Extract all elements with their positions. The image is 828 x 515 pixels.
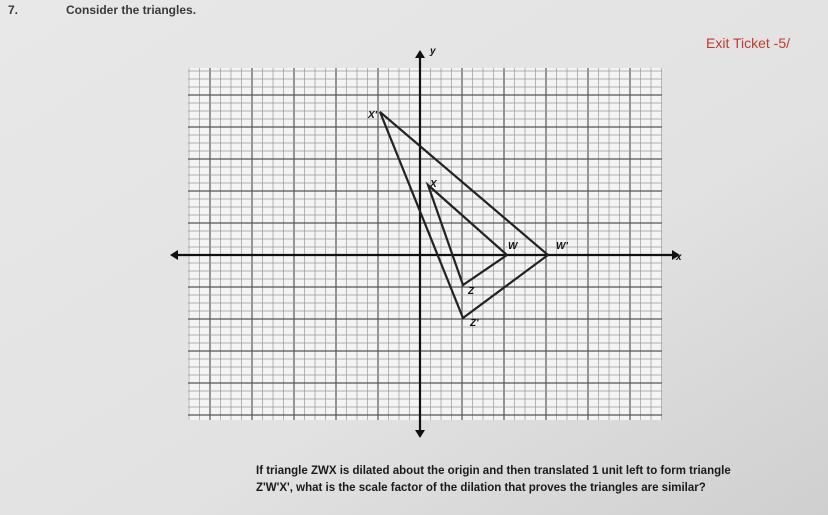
point-label: W xyxy=(508,241,519,252)
question-line: Z'W'X', what is the scale factor of the … xyxy=(256,482,706,494)
arrow xyxy=(672,250,680,260)
question-line: If triangle ZWX is dilated about the ori… xyxy=(256,465,731,477)
coordinate-grid xyxy=(170,50,680,438)
point-label: X xyxy=(429,179,438,190)
triangle-original xyxy=(425,181,509,287)
arrow xyxy=(415,430,425,438)
problem-number: 7. xyxy=(8,3,18,17)
triangle-image xyxy=(378,111,550,320)
point-label: X' xyxy=(367,110,378,121)
point-label: Z xyxy=(467,286,475,297)
y-axis-label: y xyxy=(429,46,436,57)
problem-title: Consider the triangles. xyxy=(66,3,196,17)
x-axis-label: x xyxy=(675,252,682,263)
point-label: Z' xyxy=(469,318,479,329)
arrow xyxy=(415,50,425,58)
point-label: W' xyxy=(556,241,568,252)
arrow xyxy=(170,250,178,260)
exit-ticket: Exit Ticket -5/ xyxy=(706,35,790,51)
